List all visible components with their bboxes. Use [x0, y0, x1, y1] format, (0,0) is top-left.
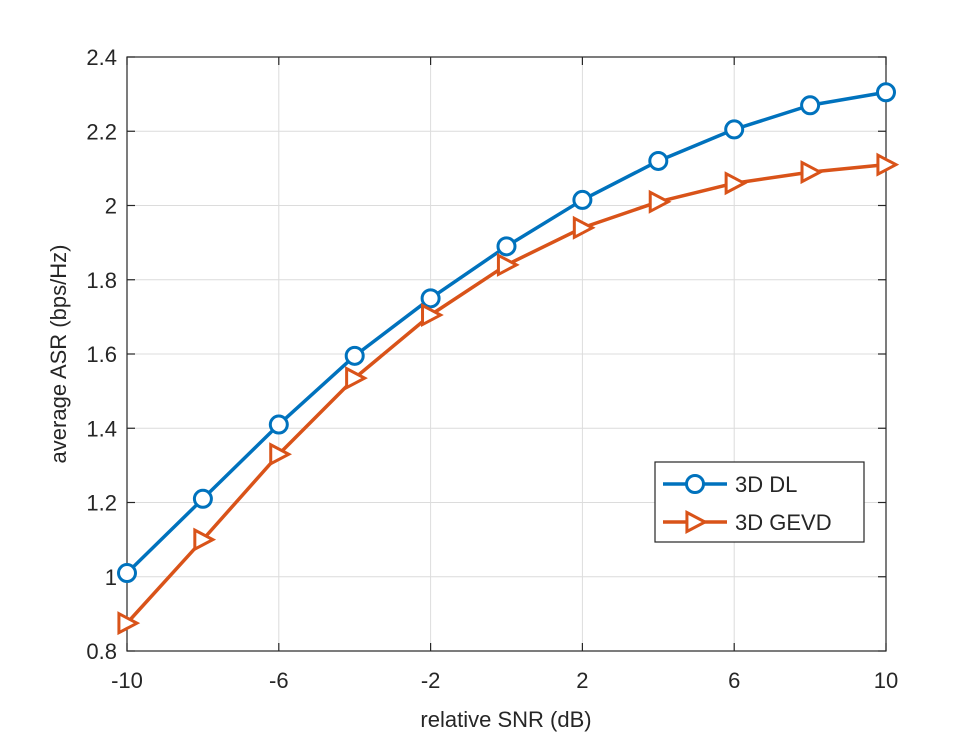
legend-marker	[685, 474, 705, 494]
data-point	[496, 252, 520, 277]
x-axis-label: relative SNR (dB)	[420, 707, 591, 732]
data-point	[800, 95, 821, 116]
legend-label: 3D GEVD	[735, 510, 832, 535]
series	[117, 82, 900, 636]
y-tick-label: 2.4	[86, 45, 117, 70]
data-point	[192, 488, 213, 509]
y-tick-label: 1.4	[86, 416, 117, 441]
data-point	[572, 189, 593, 210]
data-point	[268, 414, 289, 435]
y-tick-label: 1.6	[86, 342, 117, 367]
data-point	[876, 82, 896, 103]
y-tick-label: 0.8	[86, 639, 117, 664]
data-point	[724, 171, 748, 196]
x-tick-label: 10	[874, 668, 898, 693]
y-tick-label: 2.2	[86, 119, 117, 144]
y-tick-label: 1	[105, 565, 117, 590]
y-axis-label: average ASR (bps/Hz)	[46, 245, 71, 464]
y-tick-label: 2	[105, 194, 117, 219]
data-point	[269, 442, 292, 467]
series-1	[117, 152, 900, 636]
data-point	[421, 303, 444, 328]
grid	[127, 57, 886, 651]
data-point	[344, 345, 365, 366]
y-tick-label: 1.8	[86, 268, 117, 293]
data-point	[800, 160, 824, 185]
data-point	[117, 611, 141, 636]
legend-marker	[685, 510, 709, 534]
axes: -10 -6 -2 2 6 10 0.8 1 1.2 1.4 1.6 1.8 2 2.2 2.4	[86, 45, 898, 693]
data-point	[876, 152, 900, 177]
legend: 3D DL 3D GEVD	[654, 461, 865, 543]
series-0	[117, 82, 896, 584]
x-tick-label: -2	[421, 668, 441, 693]
y-tick-label: 1.2	[86, 491, 117, 516]
data-point	[496, 236, 517, 257]
data-point	[193, 527, 217, 552]
legend-label: 3D DL	[735, 472, 797, 497]
x-tick-label: 2	[576, 668, 588, 693]
data-point	[420, 288, 441, 309]
data-point	[648, 150, 669, 171]
x-tick-label: -6	[269, 668, 289, 693]
data-point	[648, 189, 672, 214]
x-tick-label: 6	[728, 668, 740, 693]
data-point	[724, 119, 745, 140]
x-tick-label: -10	[111, 668, 143, 693]
data-point	[572, 215, 596, 240]
data-point	[345, 366, 368, 391]
data-point	[117, 563, 137, 584]
